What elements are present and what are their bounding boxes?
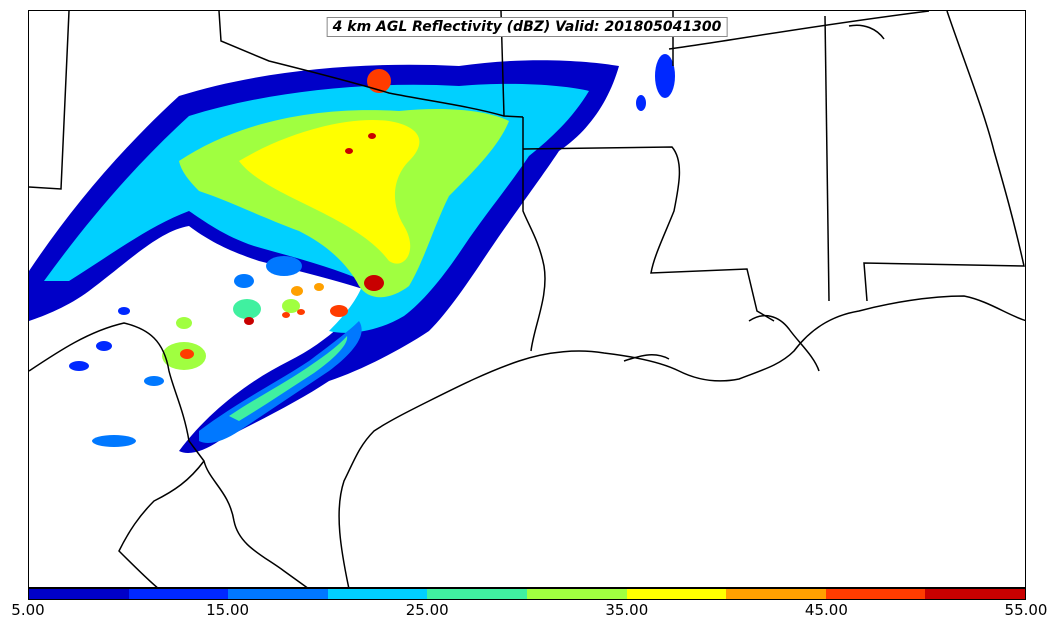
colorbar-segment (327, 589, 428, 599)
state-boundary (29, 11, 70, 190)
cell (144, 376, 164, 386)
cell (367, 69, 391, 93)
state-boundary (118, 460, 205, 587)
cell (364, 275, 384, 291)
cell (118, 307, 130, 315)
cell (368, 133, 376, 139)
reflectivity-map (29, 11, 1025, 587)
state-boundary (522, 146, 775, 322)
colorbar-segment (526, 589, 627, 599)
map-title: 4 km AGL Reflectivity (dBZ) Valid: 20180… (326, 17, 728, 37)
colorbar-tick-label: 5.00 (11, 601, 45, 619)
cell (291, 286, 303, 296)
reflectivity-core (239, 120, 420, 264)
colorbar-tick-label: 15.00 (206, 601, 250, 619)
colorbar-segment (626, 589, 727, 599)
colorbar (28, 588, 1026, 600)
cell (345, 148, 353, 154)
cell (655, 54, 675, 98)
colorbar-segment (726, 589, 826, 599)
state-boundary (824, 15, 830, 302)
cell (234, 274, 254, 288)
cell (233, 299, 261, 319)
cell (330, 305, 348, 317)
reflectivity-field (29, 54, 675, 453)
colorbar-segment (925, 589, 1025, 599)
colorbar-segment (29, 589, 129, 599)
state-boundary (522, 117, 546, 352)
state-boundary (668, 11, 930, 50)
colorbar-segment (825, 589, 926, 599)
reflectivity-squall-core (229, 336, 348, 421)
colorbar-segment (427, 589, 527, 599)
cell (282, 299, 300, 313)
cell (244, 317, 254, 325)
cell (266, 256, 302, 276)
cell (69, 361, 89, 371)
colorbar-tick-label: 35.00 (605, 601, 649, 619)
coastline (338, 295, 1025, 587)
cell (92, 435, 136, 447)
cell (297, 309, 305, 315)
colorbar-segment (228, 589, 328, 599)
colorbar-segment (128, 589, 229, 599)
colorbar-tick-label: 25.00 (405, 601, 449, 619)
cell (314, 283, 324, 291)
map-panel: 4 km AGL Reflectivity (dBZ) Valid: 20180… (28, 10, 1026, 588)
cell (180, 349, 194, 359)
cell (96, 341, 112, 351)
state-boundary (218, 11, 524, 118)
cell (282, 312, 290, 318)
state-boundary (863, 11, 1025, 302)
coastline (748, 314, 820, 372)
state-boundary (29, 322, 308, 587)
cell (636, 95, 646, 111)
lake-outline (848, 24, 885, 40)
coastline (623, 354, 670, 362)
colorbar-tick-label: 45.00 (804, 601, 848, 619)
colorbar-tick-label: 55.00 (1004, 601, 1048, 619)
cell (176, 317, 192, 329)
